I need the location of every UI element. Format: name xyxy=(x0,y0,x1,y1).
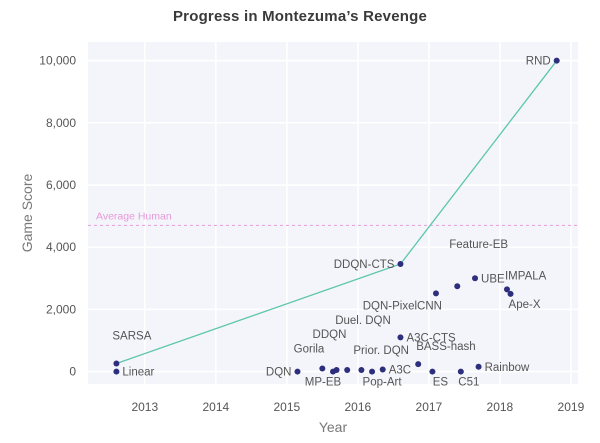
data-point xyxy=(319,365,326,372)
data-point xyxy=(113,368,120,375)
point-label: DQN xyxy=(266,367,292,379)
data-point xyxy=(397,334,404,341)
x-tick-label: 2015 xyxy=(273,400,300,414)
point-label: Prior. DQN xyxy=(353,345,409,357)
y-tick-label: 4,000 xyxy=(46,240,76,254)
data-point xyxy=(454,283,461,290)
point-label: IMPALA xyxy=(505,270,547,282)
x-tick-label: 2018 xyxy=(487,400,514,414)
point-label: SARSA xyxy=(112,330,151,342)
x-tick-label: 2019 xyxy=(558,400,585,414)
data-point xyxy=(457,368,464,375)
point-label: Feature-EB xyxy=(449,239,508,251)
point-label: C51 xyxy=(458,377,479,389)
x-tick-label: 2017 xyxy=(416,400,443,414)
data-point xyxy=(472,275,479,282)
y-axis-title: Game Score xyxy=(19,173,35,252)
point-label: Rainbow xyxy=(485,362,530,374)
y-tick-label: 2,000 xyxy=(46,302,76,316)
point-label: MP-EB xyxy=(305,377,342,389)
point-label: A3C xyxy=(389,364,411,376)
y-tick-label: 0 xyxy=(69,365,76,379)
data-point xyxy=(333,367,340,374)
data-point xyxy=(294,368,301,375)
point-label: RND xyxy=(526,56,551,68)
point-label: Ape-X xyxy=(509,299,541,311)
data-point xyxy=(379,366,386,373)
point-label: ES xyxy=(433,377,449,389)
point-label: Linear xyxy=(122,367,154,379)
x-axis-title: Year xyxy=(319,419,348,435)
point-label: Duel. DQN xyxy=(335,315,391,327)
data-point xyxy=(553,57,560,64)
data-point xyxy=(432,290,439,297)
data-point xyxy=(397,261,404,268)
average-human-label: Average Human xyxy=(96,210,172,222)
data-point xyxy=(358,367,365,374)
y-tick-label: 6,000 xyxy=(46,178,76,192)
y-tick-label: 10,000 xyxy=(39,54,76,68)
x-tick-label: 2016 xyxy=(345,400,372,414)
y-tick-label: 8,000 xyxy=(46,116,76,130)
plot-background xyxy=(88,42,578,384)
data-point xyxy=(415,361,422,368)
point-label: BASS-hash xyxy=(416,341,475,353)
point-label: A3C-CTS xyxy=(406,332,456,344)
data-point xyxy=(429,368,436,375)
data-point xyxy=(369,368,376,375)
data-point xyxy=(344,367,351,374)
data-point xyxy=(113,360,120,367)
point-label: UBE xyxy=(481,273,505,285)
x-tick-label: 2014 xyxy=(202,400,229,414)
point-label: DDQN xyxy=(313,329,347,341)
point-label: DQN-PixelCNN xyxy=(363,300,442,312)
chart-title: Progress in Montezuma’s Revenge xyxy=(172,8,428,25)
point-label: DDQN-CTS xyxy=(334,259,395,271)
data-point xyxy=(503,286,510,293)
point-label: Gorila xyxy=(294,343,325,355)
data-point xyxy=(475,363,482,370)
point-label: Pop-Art xyxy=(363,377,403,389)
data-point xyxy=(507,290,514,297)
x-tick-label: 2013 xyxy=(131,400,158,414)
